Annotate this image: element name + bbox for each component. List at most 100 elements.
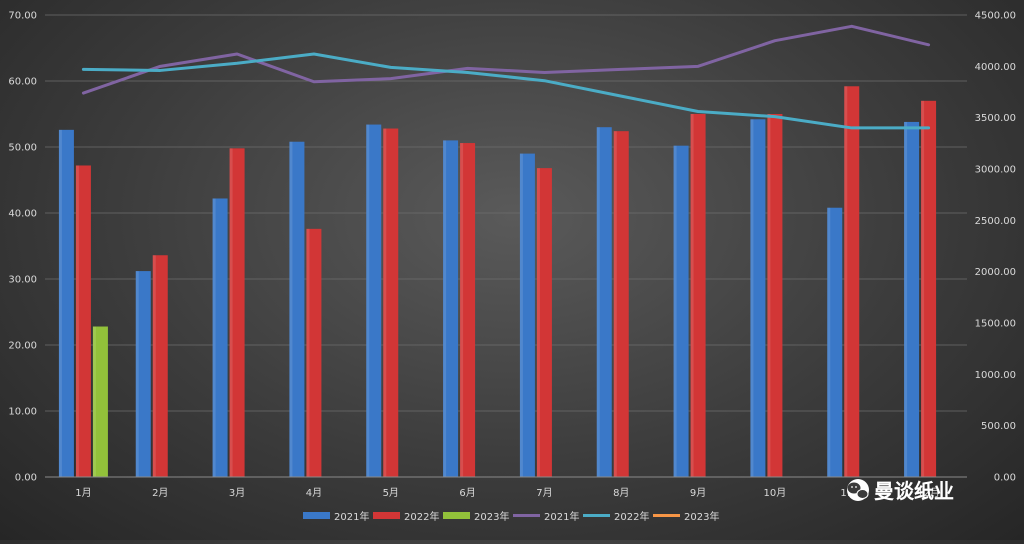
legend: 2021年 2022年 2023年 2021年 2022年 2023年 — [303, 510, 719, 523]
bar-highlight — [443, 140, 447, 477]
axes: 0.00 10.00 20.00 30.00 40.00 50.00 60.00 70.00 0… — [8, 11, 1016, 500]
gridlines — [45, 14, 967, 478]
bar — [460, 143, 476, 478]
x-tick-label: 6月 — [459, 487, 475, 499]
bar — [289, 141, 305, 477]
x-tick-label: 8月 — [613, 487, 629, 499]
legend-label: 2023年 — [474, 510, 509, 523]
legend-label: 2022年 — [614, 510, 649, 523]
bar-highlight — [690, 114, 694, 477]
bar-highlight — [366, 124, 370, 477]
bar — [306, 228, 322, 477]
bar — [152, 255, 168, 477]
y-left-tick-label: 0.00 — [15, 473, 37, 484]
watermark: 曼谈纸业 — [847, 479, 954, 503]
bar-highlight — [596, 127, 600, 477]
legend-swatch — [443, 512, 470, 519]
bar — [366, 124, 382, 477]
bar — [92, 326, 108, 477]
y-left-tick-label: 40.00 — [8, 209, 37, 220]
bar — [536, 168, 552, 477]
bar-series-layer — [58, 86, 937, 478]
bar — [673, 145, 689, 477]
bar — [58, 129, 74, 477]
y-right-tick-label: 1000.00 — [975, 370, 1016, 381]
y-left-tick-label: 20.00 — [8, 341, 37, 352]
series-line — [81, 24, 931, 95]
bar-highlight — [536, 168, 540, 477]
bar — [596, 127, 612, 477]
bar-highlight — [827, 207, 831, 477]
x-tick-label: 1月 — [75, 487, 91, 499]
bar-highlight — [519, 153, 523, 477]
x-tick-label: 7月 — [536, 487, 552, 499]
watermark-text: 曼谈纸业 — [874, 479, 954, 503]
bar — [750, 119, 766, 477]
legend-label: 2022年 — [404, 510, 439, 523]
bar — [212, 198, 228, 478]
bar — [827, 207, 843, 477]
bar-highlight — [152, 255, 156, 477]
bar-highlight — [767, 114, 771, 477]
bar — [767, 114, 783, 477]
bar-highlight — [212, 198, 216, 478]
bar-highlight — [135, 271, 139, 477]
y-right-tick-label: 4500.00 — [975, 11, 1016, 22]
legend-label: 2021年 — [544, 510, 579, 523]
x-tick-label: 10月 — [764, 487, 787, 499]
bar — [383, 128, 399, 477]
line-series-layer — [81, 24, 931, 130]
bar — [844, 86, 860, 477]
legend-label: 2021年 — [334, 510, 369, 523]
x-tick-label: 5月 — [383, 487, 399, 499]
series-line — [81, 52, 931, 130]
y-right-tick-label: 500.00 — [981, 421, 1016, 432]
y-right-tick-label: 1500.00 — [975, 319, 1016, 330]
x-tick-label: 3月 — [229, 487, 245, 499]
bar-highlight — [306, 228, 310, 477]
legend-swatch — [303, 512, 330, 519]
bar — [921, 100, 937, 478]
x-tick-label: 12月 — [917, 487, 940, 499]
bar-highlight — [92, 326, 96, 477]
bar-highlight — [844, 86, 848, 477]
bar — [75, 165, 91, 478]
bar — [443, 140, 459, 477]
y-left-tick-label: 70.00 — [8, 11, 37, 22]
y-left-tick-label: 10.00 — [8, 407, 37, 418]
y-left-tick-label: 30.00 — [8, 275, 37, 286]
bar-highlight — [921, 100, 925, 478]
bar-highlight — [75, 165, 79, 478]
y-right-tick-label: 2500.00 — [975, 216, 1016, 227]
bar — [613, 131, 629, 477]
bar-highlight — [58, 129, 62, 477]
bar-highlight — [460, 143, 464, 478]
bar-highlight — [229, 148, 233, 477]
bar-highlight — [383, 128, 387, 477]
bar-highlight — [673, 145, 677, 477]
x-tick-label: 9月 — [690, 487, 706, 499]
y-right-tick-label: 0.00 — [994, 473, 1016, 484]
legend-label: 2023年 — [684, 510, 719, 523]
bar-highlight — [750, 119, 754, 477]
wechat-icon — [847, 479, 869, 501]
bar — [519, 153, 535, 477]
bar-highlight — [904, 121, 908, 478]
bar-highlight — [613, 131, 617, 477]
bar — [135, 271, 151, 477]
bar — [229, 148, 245, 477]
y-right-tick-label: 4000.00 — [975, 62, 1016, 73]
x-tick-label: 4月 — [306, 487, 322, 499]
x-tick-label: 2月 — [152, 487, 168, 499]
y-left-tick-label: 50.00 — [8, 143, 37, 154]
legend-swatch — [373, 512, 400, 519]
bar — [904, 121, 920, 478]
bar — [690, 114, 706, 477]
y-right-tick-label: 2000.00 — [975, 267, 1016, 278]
y-left-tick-label: 60.00 — [8, 77, 37, 88]
y-right-tick-label: 3500.00 — [975, 113, 1016, 124]
y-right-tick-label: 3000.00 — [975, 165, 1016, 176]
bar-highlight — [289, 141, 293, 477]
